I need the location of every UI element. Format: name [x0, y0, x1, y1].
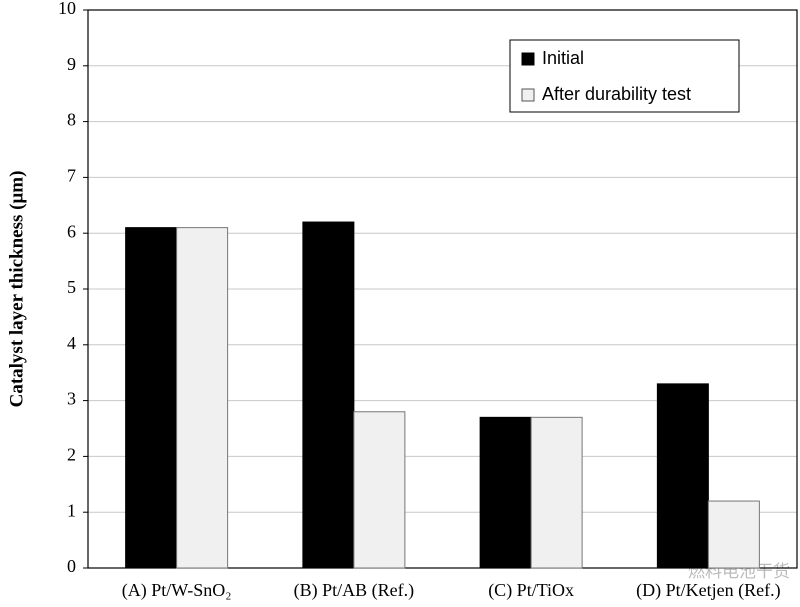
x-tick-label: (B) Pt/AB (Ref.): [294, 580, 415, 601]
legend-label: After durability test: [542, 84, 691, 104]
bar: [479, 416, 532, 569]
y-tick-label: 0: [67, 556, 76, 576]
y-tick-label: 9: [67, 54, 76, 74]
x-tick-label: (A) Pt/W-SnO₂: [122, 580, 232, 601]
bar: [125, 227, 178, 569]
bar: [656, 383, 709, 569]
legend-swatch: [521, 88, 535, 102]
x-tick-label: (C) Pt/TiOx: [488, 580, 574, 601]
y-tick-label: 1: [67, 500, 76, 520]
bar: [707, 500, 760, 569]
legend-swatch: [521, 52, 535, 66]
legend-label: Initial: [542, 48, 584, 68]
y-tick-label: 4: [67, 333, 76, 353]
y-tick-label: 2: [67, 445, 76, 465]
y-tick-label: 10: [58, 0, 76, 18]
y-tick-label: 3: [67, 389, 76, 409]
y-tick-label: 7: [67, 166, 76, 186]
x-tick-label: (D) Pt/Ketjen (Ref.): [636, 580, 780, 601]
y-tick-label: 6: [67, 221, 76, 241]
bar: [353, 411, 406, 569]
bar: [176, 227, 229, 569]
y-axis-label: Catalyst layer thickness (μm): [6, 171, 27, 408]
y-tick-label: 8: [67, 110, 76, 130]
y-tick-label: 5: [67, 277, 76, 297]
bar: [530, 416, 583, 569]
plot-frame: [87, 9, 798, 569]
bar: [302, 221, 355, 569]
legend-box: [509, 39, 740, 113]
